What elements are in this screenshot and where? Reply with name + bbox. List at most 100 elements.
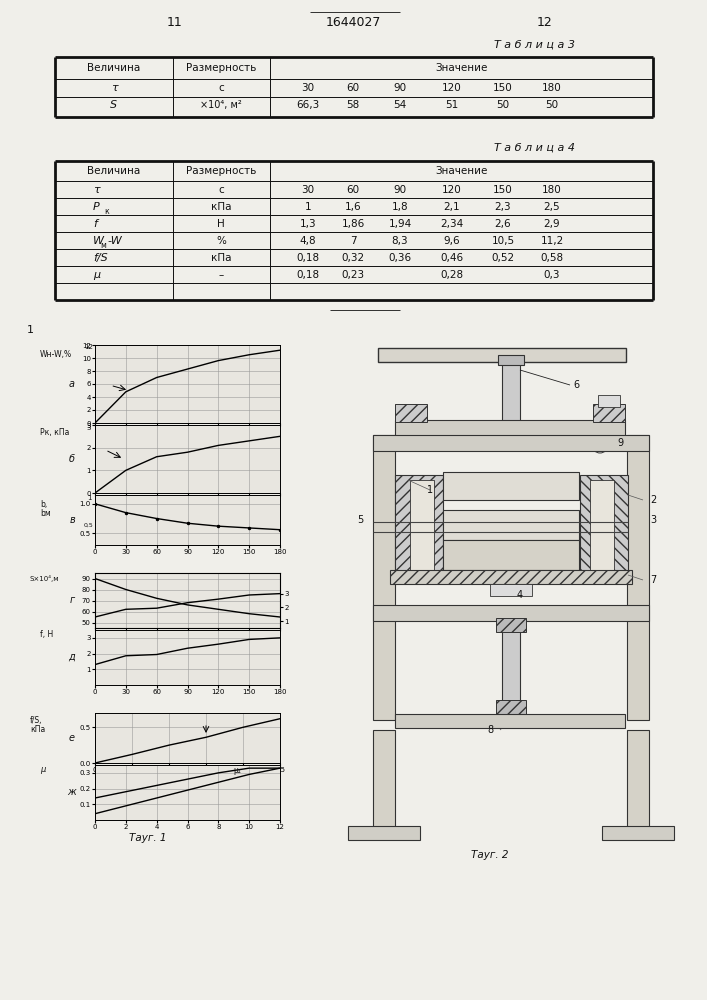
Text: 0,5: 0,5 (84, 522, 94, 528)
Text: 2,9: 2,9 (544, 219, 561, 229)
Text: 0,18: 0,18 (296, 270, 320, 280)
Text: 60: 60 (346, 83, 360, 93)
Text: Величина: Величина (88, 63, 141, 73)
Text: 1: 1 (427, 485, 433, 495)
Text: г: г (69, 595, 74, 605)
Text: Н: Н (217, 219, 225, 229)
Text: 0,18: 0,18 (296, 253, 320, 263)
Text: 54: 54 (393, 100, 407, 110)
Text: 12: 12 (85, 344, 93, 350)
Text: 0,23: 0,23 (341, 270, 365, 280)
Text: 7: 7 (650, 575, 656, 585)
Text: f/S: f/S (93, 253, 107, 263)
Text: 120: 120 (442, 185, 462, 195)
Text: f/S,: f/S, (30, 716, 42, 726)
Text: S×10⁴,м: S×10⁴,м (30, 574, 59, 582)
Text: к: к (104, 207, 109, 216)
Text: 12: 12 (537, 15, 553, 28)
Text: 9: 9 (617, 438, 623, 448)
Text: Τауг. 2: Τауг. 2 (472, 850, 509, 860)
Text: 1644027: 1644027 (325, 15, 380, 28)
Bar (490, 584, 532, 596)
Text: –: – (218, 270, 223, 280)
Bar (502, 620, 520, 715)
Bar (627, 435, 649, 720)
Text: 11,2: 11,2 (540, 236, 563, 246)
Text: кПа: кПа (211, 253, 231, 263)
Text: Wн-W,%: Wн-W,% (40, 351, 72, 360)
Text: в: в (69, 515, 75, 525)
Bar (395, 475, 443, 575)
Text: кПа: кПа (30, 724, 45, 734)
Bar (590, 480, 614, 570)
Bar (496, 618, 526, 632)
Text: 0,3: 0,3 (544, 270, 560, 280)
Bar (498, 355, 524, 365)
Bar (443, 510, 579, 540)
Text: μ₁: μ₁ (234, 766, 242, 775)
Text: м: м (100, 240, 106, 249)
Text: 6: 6 (573, 380, 579, 390)
Text: 2: 2 (650, 495, 656, 505)
Text: 10,5: 10,5 (491, 236, 515, 246)
Text: 1,6: 1,6 (345, 202, 361, 212)
Text: 1: 1 (26, 325, 33, 335)
Bar (373, 730, 395, 830)
Text: τ, с: τ, с (223, 676, 237, 684)
Text: S: S (110, 100, 117, 110)
Bar (496, 700, 526, 714)
Bar (580, 475, 628, 575)
Text: b,: b, (40, 500, 47, 510)
Text: μ: μ (93, 270, 100, 280)
Text: 2,34: 2,34 (440, 219, 464, 229)
Text: 0,28: 0,28 (440, 270, 464, 280)
Text: 1,94: 1,94 (388, 219, 411, 229)
Text: W: W (93, 236, 104, 246)
Text: 30: 30 (301, 185, 315, 195)
Bar (395, 714, 625, 728)
Bar (390, 570, 632, 584)
Text: 0,58: 0,58 (540, 253, 563, 263)
Text: 1: 1 (305, 202, 311, 212)
Text: 1,86: 1,86 (341, 219, 365, 229)
Text: 180: 180 (542, 185, 562, 195)
Text: %: % (216, 236, 226, 246)
Text: Т а б л и ц а 3: Т а б л и ц а 3 (494, 40, 575, 50)
Text: е: е (69, 733, 75, 743)
Text: 9,6: 9,6 (444, 236, 460, 246)
Text: 120: 120 (442, 83, 462, 93)
Text: 1,3: 1,3 (300, 219, 316, 229)
Bar (593, 404, 625, 422)
Text: 4,8: 4,8 (300, 236, 316, 246)
Text: 50: 50 (545, 100, 559, 110)
Text: Рк, кПа: Рк, кПа (216, 754, 245, 762)
Text: P: P (93, 202, 100, 212)
Text: Величина: Величина (88, 166, 141, 176)
Text: 90: 90 (393, 185, 407, 195)
Text: 7: 7 (350, 236, 356, 246)
Text: Значение: Значение (436, 63, 489, 73)
Text: 66,3: 66,3 (296, 100, 320, 110)
Text: 30: 30 (301, 83, 315, 93)
Text: 3: 3 (650, 515, 656, 525)
Bar (443, 540, 579, 570)
Bar (410, 480, 434, 570)
Text: 90: 90 (393, 83, 407, 93)
Text: 3: 3 (87, 425, 91, 431)
Text: Размерность: Размерность (186, 63, 256, 73)
Text: τ, с: τ, с (223, 536, 237, 544)
Bar (373, 605, 649, 621)
Text: б: б (69, 454, 75, 464)
Text: -W: -W (107, 236, 122, 246)
Bar (602, 826, 674, 840)
Bar (627, 730, 649, 830)
Text: Размерность: Размерность (186, 166, 256, 176)
Text: 11: 11 (167, 15, 183, 28)
Text: Рк, кПа: Рк, кПа (40, 428, 69, 438)
Text: 51: 51 (445, 100, 459, 110)
Bar (443, 472, 579, 500)
Text: с: с (218, 185, 224, 195)
Text: bм: bм (40, 508, 51, 518)
Bar (378, 348, 626, 362)
Bar (395, 420, 625, 436)
